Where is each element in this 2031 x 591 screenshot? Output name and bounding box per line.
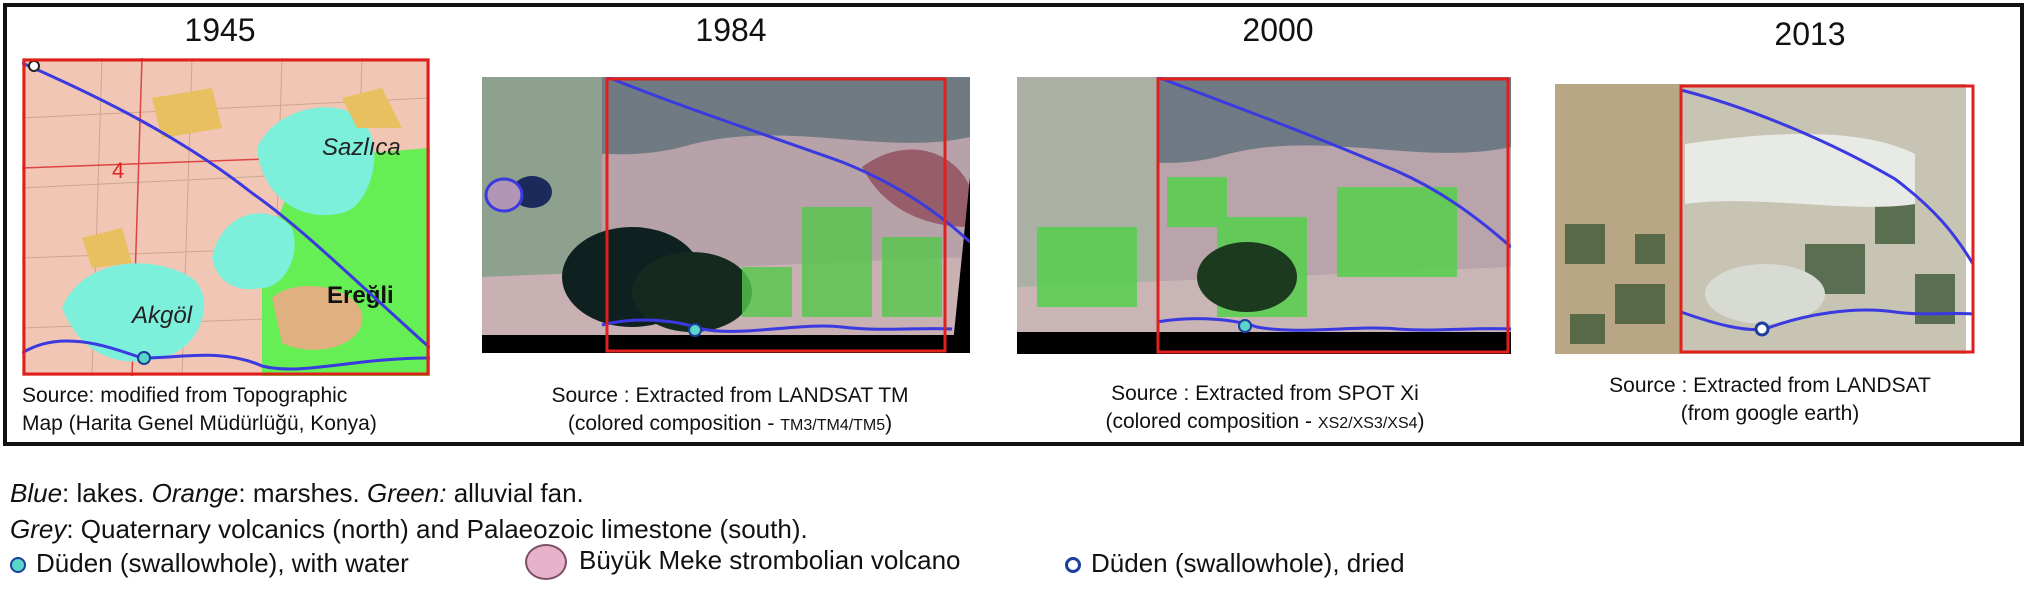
legend-symbols: Düden (swallowhole), with water Büyük Me…	[10, 544, 1510, 584]
year-label-2013: 2013	[1774, 16, 1846, 52]
duden-water-marker	[137, 351, 151, 365]
filled-cyan-dot-icon	[10, 557, 26, 574]
legend-line-1: Blue: lakes. Orange: marshes. Green: all…	[10, 478, 584, 508]
caption-2000-line2: (colored composition - XS2/XS3/XS4)	[1105, 410, 1425, 433]
map-label-sazlica: Sazlıca	[322, 134, 401, 161]
satellite-panel-2013	[1555, 84, 1975, 354]
satellite-panel-2000	[1017, 77, 1511, 354]
year-label-1984: 1984	[695, 12, 767, 48]
caption-1945-line1: Source: modified from Topographic	[22, 384, 348, 407]
caption-2000-line1: Source : Extracted from SPOT Xi	[1111, 382, 1419, 405]
figure-frame	[3, 3, 2024, 446]
map-label-akgol: Akgöl	[130, 302, 193, 329]
hollow-blue-dot-icon	[1065, 557, 1081, 574]
legend-line-2: Grey: Quaternary volcanics (north) and P…	[10, 514, 808, 544]
duden-water-marker	[688, 323, 702, 337]
caption-1984-line2: (colored composition - TM3/TM4/TM5)	[567, 412, 893, 435]
duden-water-marker	[1238, 319, 1252, 333]
caption-2013-line2: (from google earth)	[1680, 402, 1860, 425]
caption-2013: Source : Extracted from LANDSAT (from go…	[1560, 372, 1980, 428]
caption-1945: Source: modified from Topographic Map (H…	[22, 382, 442, 438]
legend-item-duden-water: Düden (swallowhole), with water	[10, 548, 409, 579]
pink-blob-icon	[525, 544, 567, 580]
caption-2013-line1: Source : Extracted from LANDSAT	[1609, 374, 1931, 397]
satellite-panel-1984	[482, 77, 970, 353]
year-label-1945: 1945	[184, 12, 256, 48]
map-panel-1945: 4 Sazlıca Akgöl Ereğli	[22, 58, 430, 376]
buyuk-meke-volcano-marker	[484, 177, 524, 213]
duden-dried-marker	[1754, 321, 1770, 337]
caption-1945-line2: Map (Harita Genel Müdürlüğü, Konya)	[22, 412, 377, 435]
legend-item-duden-dried: Düden (swallowhole), dried	[1065, 548, 1405, 579]
caption-1984-line1: Source : Extracted from LANDSAT TM	[551, 384, 909, 407]
svg-text:4: 4	[112, 158, 124, 183]
legend-item-volcano: Büyük Meke strombolian volcano	[525, 544, 961, 580]
caption-2000: Source : Extracted from SPOT Xi (colored…	[1030, 380, 1500, 438]
caption-1984: Source : Extracted from LANDSAT TM (colo…	[500, 382, 960, 440]
year-label-2000: 2000	[1242, 12, 1314, 48]
